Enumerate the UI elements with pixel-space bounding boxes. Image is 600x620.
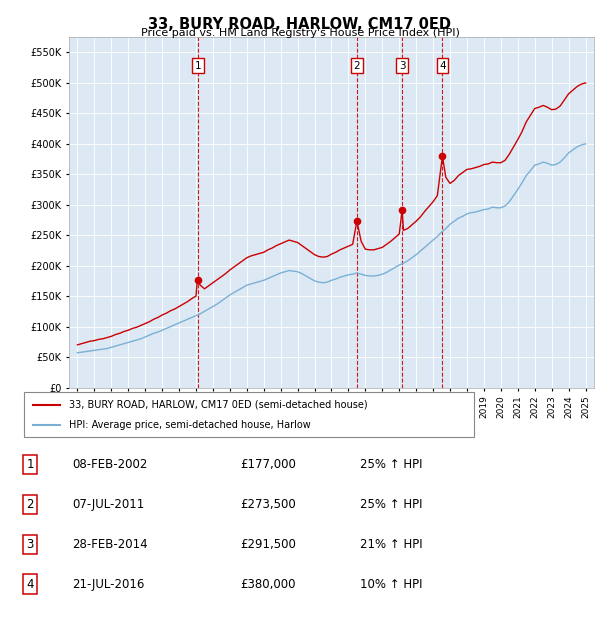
Text: 3: 3 <box>26 538 34 551</box>
Text: 4: 4 <box>26 578 34 591</box>
Text: 21% ↑ HPI: 21% ↑ HPI <box>360 538 422 551</box>
Text: £380,000: £380,000 <box>240 578 296 591</box>
Text: £291,500: £291,500 <box>240 538 296 551</box>
Text: 1: 1 <box>194 61 201 71</box>
Text: 10% ↑ HPI: 10% ↑ HPI <box>360 578 422 591</box>
Text: 33, BURY ROAD, HARLOW, CM17 0ED: 33, BURY ROAD, HARLOW, CM17 0ED <box>149 17 452 32</box>
Text: 4: 4 <box>439 61 446 71</box>
Text: 33, BURY ROAD, HARLOW, CM17 0ED (semi-detached house): 33, BURY ROAD, HARLOW, CM17 0ED (semi-de… <box>69 400 368 410</box>
Text: HPI: Average price, semi-detached house, Harlow: HPI: Average price, semi-detached house,… <box>69 420 311 430</box>
Text: £273,500: £273,500 <box>240 498 296 511</box>
Text: £177,000: £177,000 <box>240 458 296 471</box>
Text: 08-FEB-2002: 08-FEB-2002 <box>72 458 148 471</box>
Text: 1: 1 <box>26 458 34 471</box>
Text: 25% ↑ HPI: 25% ↑ HPI <box>360 498 422 511</box>
Text: 2: 2 <box>26 498 34 511</box>
Text: 3: 3 <box>399 61 406 71</box>
Text: 28-FEB-2014: 28-FEB-2014 <box>72 538 148 551</box>
FancyBboxPatch shape <box>24 392 474 437</box>
Text: 07-JUL-2011: 07-JUL-2011 <box>72 498 144 511</box>
Text: 21-JUL-2016: 21-JUL-2016 <box>72 578 145 591</box>
Text: 25% ↑ HPI: 25% ↑ HPI <box>360 458 422 471</box>
Text: Price paid vs. HM Land Registry's House Price Index (HPI): Price paid vs. HM Land Registry's House … <box>140 28 460 38</box>
Text: 2: 2 <box>353 61 360 71</box>
